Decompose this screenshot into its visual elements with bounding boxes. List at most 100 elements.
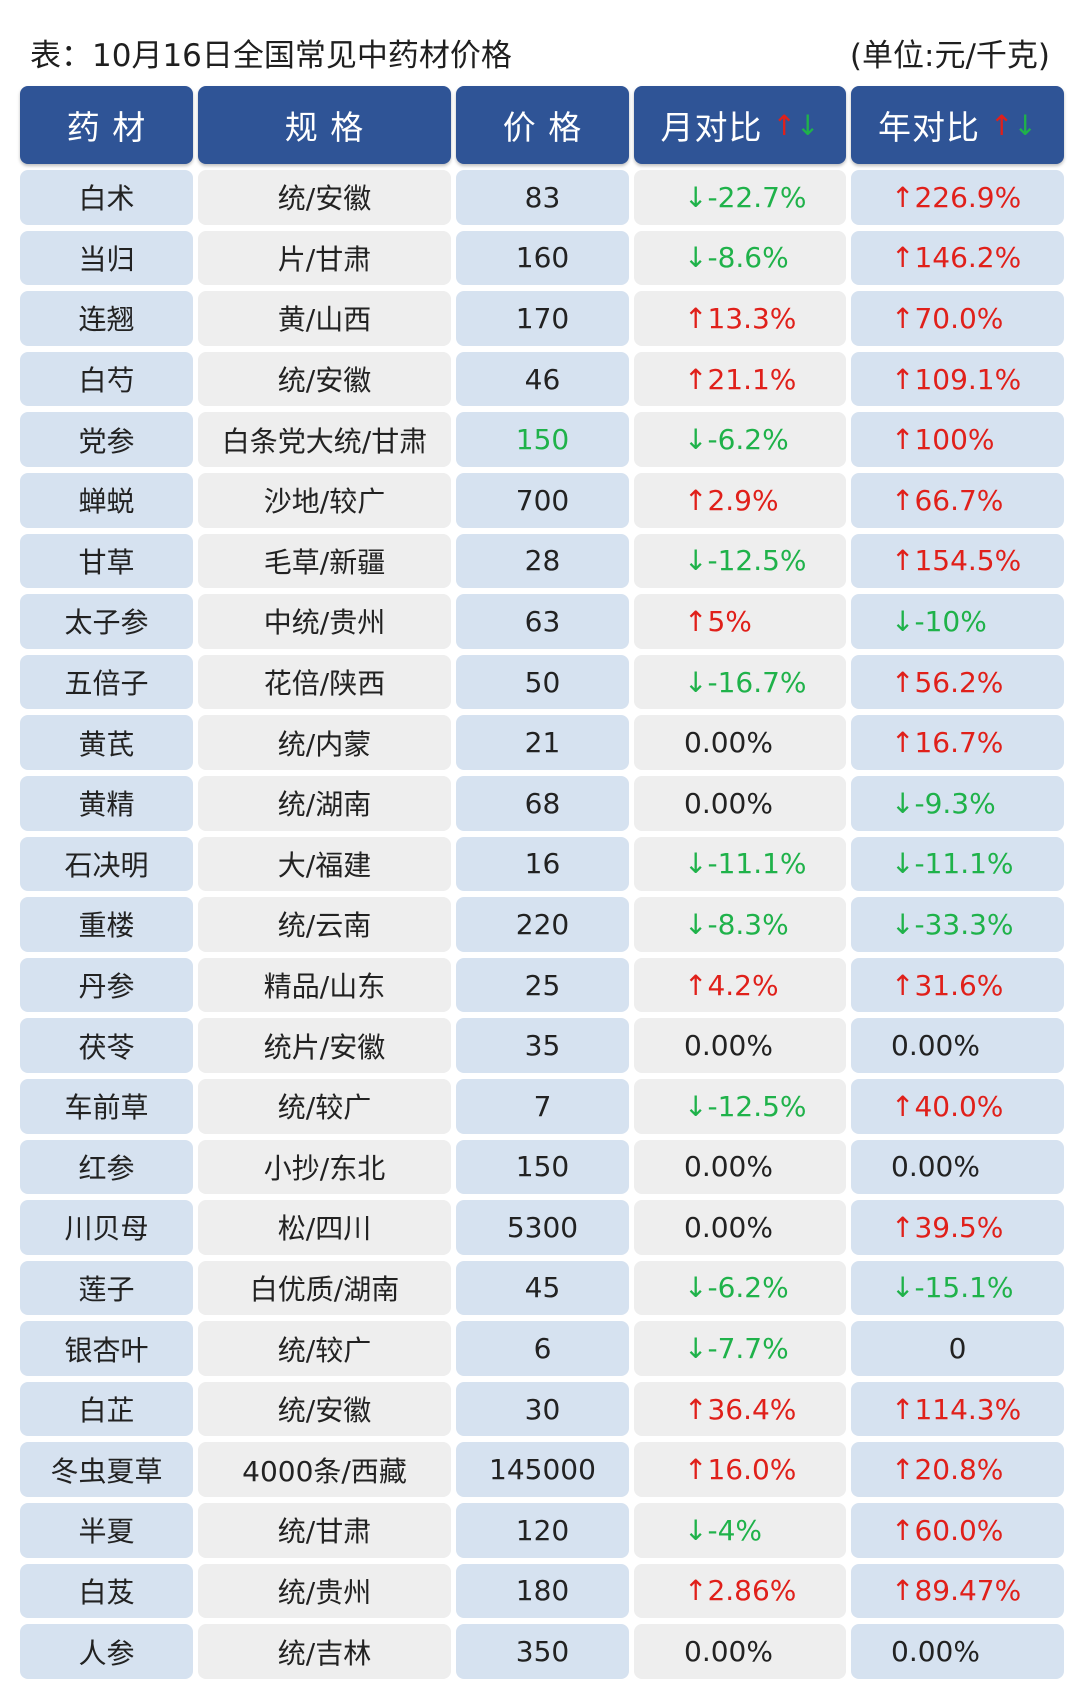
- cell-price: 700: [456, 472, 629, 528]
- cell-name: 当归: [20, 230, 193, 286]
- cell-month-change: ↑21.1%: [634, 351, 846, 407]
- cell-month-change: ↑36.4%: [634, 1381, 846, 1437]
- table-title: 表：10月16日全国常见中药材价格: [30, 37, 512, 74]
- cell-spec: 统/云南: [198, 897, 451, 952]
- cell-month-change: ↓-22.7%: [634, 170, 846, 225]
- price-table: 药 材 规 格 价 格 月对比 ↑↓ 年对比 ↑↓ 白术 统/安徽 83 ↓-22.7…: [20, 86, 1064, 1686]
- cell-spec: 花倍/陕西: [198, 654, 451, 710]
- cell-price: 28: [456, 533, 629, 589]
- cell-year-change: ↑56.2%: [851, 654, 1064, 710]
- cell-price: 180: [456, 1563, 629, 1619]
- cell-month-change: ↑2.9%: [634, 472, 846, 528]
- cell-year-change: ↑114.3%: [851, 1381, 1064, 1437]
- cell-year-change: ↑146.2%: [851, 230, 1064, 286]
- cell-year-change: ↓-9.3%: [851, 775, 1064, 831]
- header-month-arrows: ↑↓: [773, 109, 820, 142]
- cell-month-change: ↑2.86%: [634, 1563, 846, 1619]
- cell-price: 68: [456, 775, 629, 831]
- cell-year-change: ↑39.5%: [851, 1200, 1064, 1255]
- cell-month-change: 0.00%: [634, 1200, 846, 1255]
- cell-spec: 白优质/湖南: [198, 1260, 451, 1316]
- cell-price: 30: [456, 1381, 629, 1437]
- cell-spec: 统/安徽: [198, 170, 451, 225]
- cell-name: 川贝母: [20, 1200, 193, 1255]
- cell-year-change: ↑100%: [851, 412, 1064, 467]
- cell-month-change: ↓-6.2%: [634, 412, 846, 467]
- cell-month-change: ↓-8.3%: [634, 897, 846, 952]
- cell-month-change: ↓-7.7%: [634, 1321, 846, 1376]
- cell-name: 石决明: [20, 836, 193, 892]
- header-price-label: 价 格: [502, 108, 583, 147]
- up-arrow-icon: ↑: [772, 108, 796, 142]
- cell-price: 21: [456, 715, 629, 770]
- cell-price: 170: [456, 291, 629, 346]
- cell-spec: 统/湖南: [198, 775, 451, 831]
- cell-name: 白术: [20, 170, 193, 225]
- cell-spec: 毛草/新疆: [198, 533, 451, 589]
- cell-month-change: 0.00%: [634, 1018, 846, 1073]
- cell-spec: 小抄/东北: [198, 1139, 451, 1195]
- header-month: 月对比 ↑↓: [634, 86, 846, 164]
- cell-price: 46: [456, 351, 629, 407]
- cell-spec: 统/甘肃: [198, 1503, 451, 1558]
- cell-name: 丹参: [20, 957, 193, 1013]
- cell-name: 白芨: [20, 1563, 193, 1619]
- cell-price: 16: [456, 836, 629, 892]
- cell-price: 45: [456, 1260, 629, 1316]
- cell-spec: 统/吉林: [198, 1624, 451, 1679]
- cell-price: 25: [456, 957, 629, 1013]
- cell-year-change: 0.00%: [851, 1624, 1064, 1679]
- cell-spec: 统/贵州: [198, 1563, 451, 1619]
- cell-year-change: ↑226.9%: [851, 170, 1064, 225]
- cell-price: 5300: [456, 1200, 629, 1255]
- header-name-label: 药 材: [66, 108, 147, 147]
- cell-name: 红参: [20, 1139, 193, 1195]
- cell-month-change: ↓-4%: [634, 1503, 846, 1558]
- cell-month-change: ↑4.2%: [634, 957, 846, 1013]
- cell-price: 160: [456, 230, 629, 286]
- cell-spec: 统/安徽: [198, 351, 451, 407]
- cell-year-change: ↑31.6%: [851, 957, 1064, 1013]
- cell-year-change: ↓-11.1%: [851, 836, 1064, 892]
- cell-year-change: ↑89.47%: [851, 1563, 1064, 1619]
- cell-month-change: 0.00%: [634, 1139, 846, 1195]
- cell-year-change: ↑109.1%: [851, 351, 1064, 407]
- cell-spec: 松/四川: [198, 1200, 451, 1255]
- header-name: 药 材: [20, 86, 193, 164]
- cell-spec: 黄/山西: [198, 291, 451, 346]
- cell-spec: 白条党大统/甘肃: [198, 412, 451, 467]
- cell-name: 黄精: [20, 775, 193, 831]
- cell-month-change: ↑13.3%: [634, 291, 846, 346]
- up-arrow-icon: ↑: [990, 108, 1014, 142]
- cell-year-change: ↑154.5%: [851, 533, 1064, 589]
- cell-month-change: ↓-6.2%: [634, 1260, 846, 1316]
- cell-month-change: ↓-11.1%: [634, 836, 846, 892]
- cell-spec: 中统/贵州: [198, 594, 451, 649]
- cell-price: 7: [456, 1078, 629, 1134]
- cell-year-change: ↑70.0%: [851, 291, 1064, 346]
- header-year-arrows: ↑↓: [990, 109, 1037, 142]
- cell-spec: 大/福建: [198, 836, 451, 892]
- cell-price: 63: [456, 594, 629, 649]
- down-arrow-icon: ↓: [1013, 108, 1037, 142]
- cell-name: 半夏: [20, 1503, 193, 1558]
- cell-month-change: 0.00%: [634, 715, 846, 770]
- header-month-label: 月对比: [660, 108, 763, 147]
- cell-price: 145000: [456, 1442, 629, 1498]
- cell-year-change: ↑60.0%: [851, 1503, 1064, 1558]
- cell-name: 五倍子: [20, 654, 193, 710]
- cell-year-change: 0.00%: [851, 1139, 1064, 1195]
- cell-year-change: ↑40.0%: [851, 1078, 1064, 1134]
- cell-year-change: ↑20.8%: [851, 1442, 1064, 1498]
- cell-spec: 统/内蒙: [198, 715, 451, 770]
- cell-spec: 精品/山东: [198, 957, 451, 1013]
- cell-name: 甘草: [20, 533, 193, 589]
- cell-name: 人参: [20, 1624, 193, 1679]
- cell-month-change: 0.00%: [634, 1624, 846, 1679]
- cell-year-change: 0.00%: [851, 1018, 1064, 1073]
- cell-month-change: 0.00%: [634, 775, 846, 831]
- cell-spec: 统/较广: [198, 1078, 451, 1134]
- cell-month-change: ↓-8.6%: [634, 230, 846, 286]
- cell-name: 车前草: [20, 1078, 193, 1134]
- cell-year-change: 0: [851, 1321, 1064, 1376]
